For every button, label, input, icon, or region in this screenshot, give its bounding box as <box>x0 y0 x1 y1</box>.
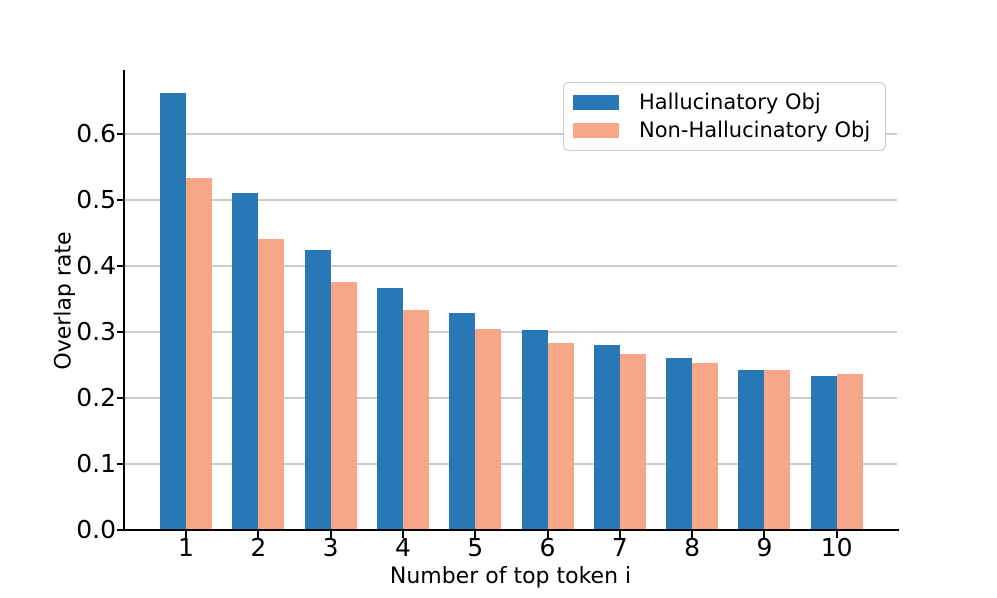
bar-non-hallucinatory-7 <box>619 353 646 530</box>
bar-hallucinatory-8 <box>666 358 693 530</box>
y-tick-mark-0.5 <box>117 199 124 201</box>
x-tick-mark-2 <box>257 531 260 538</box>
y-tick-label-0.3: 0.3 <box>76 317 116 346</box>
bar-hallucinatory-4 <box>376 288 403 530</box>
x-tick-mark-8 <box>691 531 694 538</box>
x-tick-mark-9 <box>763 531 766 538</box>
y-tick-label-0.2: 0.2 <box>76 383 116 412</box>
x-tick-label-4: 4 <box>394 533 411 562</box>
bar-hallucinatory-1 <box>160 93 186 530</box>
gridline-y-0.3 <box>124 331 897 333</box>
bar-non-hallucinatory-8 <box>692 363 719 530</box>
x-tick-mark-10 <box>835 531 838 538</box>
legend-label-hallucinatory: Hallucinatory Obj <box>639 89 821 114</box>
x-tick-mark-3 <box>329 531 332 538</box>
y-axis-spine <box>123 70 125 531</box>
bar-non-hallucinatory-6 <box>547 342 574 530</box>
x-tick-mark-6 <box>546 531 549 538</box>
y-tick-label-0.5: 0.5 <box>76 185 116 214</box>
x-tick-mark-5 <box>474 531 477 538</box>
bar-hallucinatory-3 <box>304 249 331 530</box>
y-tick-label-0.4: 0.4 <box>76 251 116 280</box>
x-tick-label-1: 1 <box>178 533 194 562</box>
gridline-y-0.1 <box>124 463 897 465</box>
gridline-y-0.6 <box>124 133 897 135</box>
x-tick-label-10: 10 <box>820 533 853 562</box>
gridline-y-0.5 <box>124 199 897 201</box>
bar-hallucinatory-5 <box>449 312 476 530</box>
bar-hallucinatory-6 <box>521 330 548 530</box>
gridline-y-0.4 <box>124 265 897 267</box>
x-tick-mark-7 <box>618 531 621 538</box>
bar-non-hallucinatory-9 <box>764 370 791 530</box>
y-tick-mark-0.1 <box>117 463 124 465</box>
x-tick-label-5: 5 <box>467 533 484 562</box>
x-tick-label-2: 2 <box>250 533 267 562</box>
legend: Hallucinatory Obj Non-Hallucinatory Obj <box>563 82 886 151</box>
bar-non-hallucinatory-5 <box>475 329 502 530</box>
bar-non-hallucinatory-10 <box>836 374 863 530</box>
y-tick-mark-0.2 <box>117 397 124 399</box>
y-tick-label-0.0: 0.0 <box>76 515 116 544</box>
x-tick-label-8: 8 <box>684 533 701 562</box>
x-tick-mark-4 <box>401 531 404 538</box>
y-tick-mark-0.0 <box>117 529 124 531</box>
bar-non-hallucinatory-3 <box>330 281 357 530</box>
x-tick-label-9: 9 <box>756 533 773 562</box>
bar-hallucinatory-9 <box>738 369 765 530</box>
x-axis-label: Number of top token i <box>389 564 632 589</box>
bar-non-hallucinatory-4 <box>402 310 429 530</box>
bar-hallucinatory-2 <box>232 193 259 530</box>
legend-entry-hallucinatory: Hallucinatory Obj <box>564 90 885 115</box>
y-tick-mark-0.4 <box>117 265 124 267</box>
y-tick-mark-0.3 <box>117 331 124 333</box>
gridline-y-0.2 <box>124 397 897 399</box>
y-tick-label-0.1: 0.1 <box>76 449 116 478</box>
y-axis-label: Overlap rate <box>51 231 77 370</box>
bar-hallucinatory-10 <box>810 375 837 530</box>
bar-non-hallucinatory-2 <box>258 238 285 530</box>
legend-entry-non-hallucinatory: Non-Hallucinatory Obj <box>564 118 885 143</box>
legend-swatch-non-hallucinatory-icon <box>573 123 619 139</box>
bar-hallucinatory-7 <box>593 344 620 530</box>
y-tick-mark-0.6 <box>117 133 124 135</box>
legend-swatch-hallucinatory-icon <box>573 94 619 110</box>
x-tick-label-3: 3 <box>322 533 339 562</box>
x-axis-spine <box>123 529 899 531</box>
x-tick-label-6: 6 <box>539 533 556 562</box>
x-tick-mark-1 <box>185 531 187 538</box>
y-tick-label-0.6: 0.6 <box>76 119 116 148</box>
bar-non-hallucinatory-1 <box>186 177 212 530</box>
x-tick-label-7: 7 <box>611 533 628 562</box>
legend-label-non-hallucinatory: Non-Hallucinatory Obj <box>639 118 871 143</box>
